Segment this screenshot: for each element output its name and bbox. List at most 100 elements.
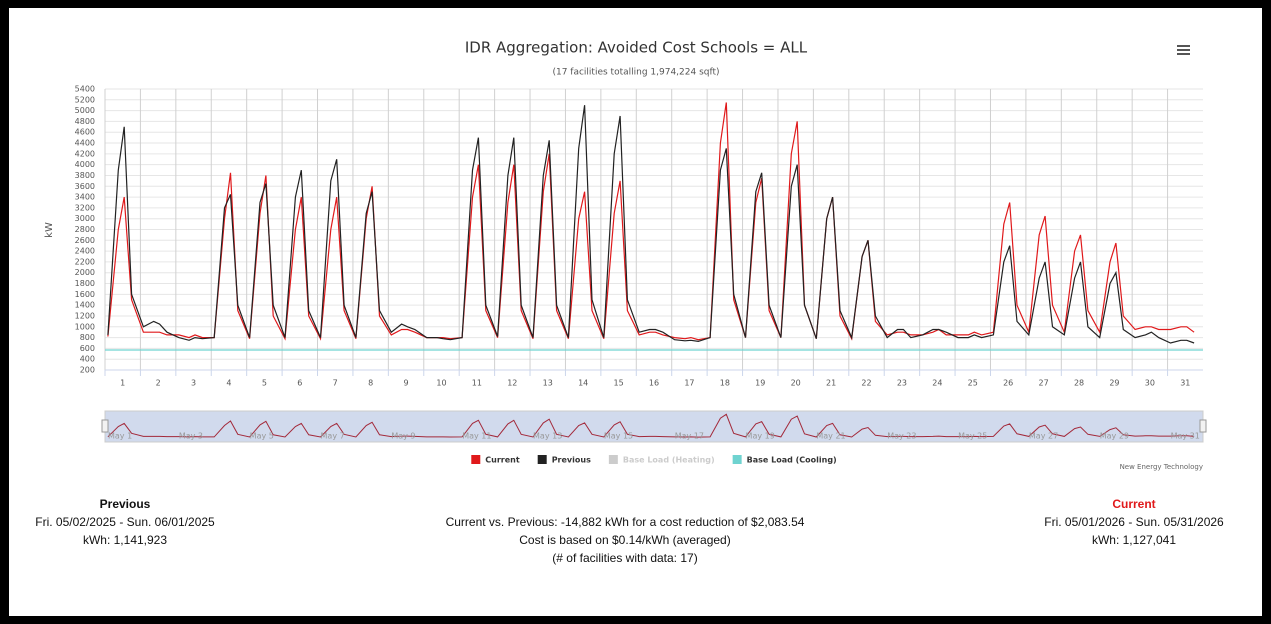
navigator-label: May 25 — [958, 432, 987, 441]
y-tick-label: 3400 — [75, 193, 95, 202]
y-tick-label: 200 — [80, 366, 95, 375]
y-tick-label: 5000 — [75, 106, 95, 115]
x-tick-label: 6 — [297, 379, 302, 388]
x-tick-label: 13 — [543, 379, 553, 388]
navigator-line — [107, 413, 1195, 438]
x-tick-label: 5 — [262, 379, 267, 388]
navigator-label: May 23 — [887, 432, 916, 441]
comparison-line: Current vs. Previous: -14,882 kWh for a … — [445, 515, 805, 529]
comparison-line: (# of facilities with data: 17) — [552, 551, 698, 565]
menu-bar — [1177, 45, 1190, 47]
y-tick-label: 2000 — [75, 268, 95, 277]
x-tick-label: 20 — [791, 379, 801, 388]
x-tick-label: 21 — [826, 379, 836, 388]
previous-heading: Previous — [99, 497, 151, 511]
legend-swatch — [537, 455, 547, 464]
y-tick-label: 2400 — [75, 247, 95, 256]
navigator-label: May 3 — [179, 432, 203, 441]
navigator-label: May 27 — [1029, 432, 1058, 441]
y-tick-label: 800 — [80, 333, 95, 342]
current-kwh: kWh: 1,127,041 — [1091, 533, 1177, 547]
x-tick-label: 24 — [932, 379, 942, 388]
legend-item[interactable]: Previous — [537, 455, 591, 465]
current-summary: Current Fri. 05/01/2026 - Sun. 05/31/202… — [1019, 495, 1249, 549]
menu-bar — [1177, 49, 1190, 51]
x-tick-label: 25 — [968, 379, 978, 388]
previous-kwh: kWh: 1,141,923 — [82, 533, 168, 547]
y-tick-label: 3000 — [75, 214, 95, 223]
comparison-line: Cost is based on $0.14/kWh (averaged) — [519, 533, 731, 547]
navigator-label: May 21 — [816, 432, 845, 441]
legend-item[interactable]: Current — [471, 455, 520, 465]
legend-item[interactable]: Base Load (Cooling) — [732, 455, 837, 465]
navigator-label: May 31 — [1171, 432, 1200, 441]
y-tick-label: 3800 — [75, 171, 95, 180]
current-heading: Current — [1112, 497, 1156, 511]
legend: Current Previous Base Load (Heating) Base L… — [471, 455, 837, 465]
x-tick-label: 8 — [368, 379, 373, 388]
menu-button[interactable] — [1177, 45, 1190, 55]
navigator-handle[interactable] — [1199, 419, 1207, 433]
y-tick-label: 2600 — [75, 236, 95, 245]
current-range: Fri. 05/01/2026 - Sun. 05/31/2026 — [1044, 515, 1224, 529]
y-axis-label: kW — [44, 222, 55, 238]
legend-label: Base Load (Cooling) — [747, 456, 837, 465]
x-tick-label: 28 — [1074, 379, 1084, 388]
x-tick-label: 19 — [755, 379, 765, 388]
x-tick-label: 10 — [436, 379, 446, 388]
frame: IDR Aggregation: Avoided Cost Schools = … — [9, 8, 1262, 616]
navigator-label: May 7 — [321, 432, 345, 441]
series-line — [107, 102, 1195, 341]
y-tick-label: 1400 — [75, 301, 95, 310]
x-tick-label: 17 — [684, 379, 694, 388]
x-tick-label: 27 — [1039, 379, 1049, 388]
navigator-label: May 13 — [533, 432, 562, 441]
menu-bar — [1177, 53, 1190, 55]
legend-label: Base Load (Heating) — [623, 456, 715, 465]
navigator-handle[interactable] — [101, 419, 109, 433]
x-tick-label: 16 — [649, 379, 659, 388]
x-tick-label: 14 — [578, 379, 588, 388]
navigator-label: May 9 — [391, 432, 415, 441]
series-line — [107, 105, 1195, 344]
x-tick-label: 9 — [404, 379, 409, 388]
chart-title: IDR Aggregation: Avoided Cost Schools = … — [465, 39, 808, 57]
x-tick-label: 11 — [472, 379, 482, 388]
previous-range: Fri. 05/02/2025 - Sun. 06/01/2025 — [35, 515, 215, 529]
y-tick-label: 5400 — [75, 85, 95, 94]
x-tick-label: 18 — [720, 379, 730, 388]
y-tick-label: 3200 — [75, 203, 95, 212]
legend-item[interactable]: Base Load (Heating) — [608, 455, 715, 465]
legend-swatch — [608, 455, 618, 464]
y-tick-label: 400 — [80, 355, 95, 364]
x-tick-label: 30 — [1145, 379, 1155, 388]
x-tick-label: 4 — [226, 379, 231, 388]
x-tick-label: 2 — [156, 379, 161, 388]
legend-label: Previous — [552, 456, 591, 465]
y-tick-label: 2200 — [75, 257, 95, 266]
y-tick-label: 4800 — [75, 117, 95, 126]
y-tick-label: 1600 — [75, 290, 95, 299]
y-tick-label: 4000 — [75, 160, 95, 169]
x-tick-label: 1 — [120, 379, 125, 388]
x-tick-label: 22 — [861, 379, 871, 388]
y-tick-label: 4400 — [75, 139, 95, 148]
legend-swatch — [732, 455, 742, 464]
x-tick-label: 7 — [333, 379, 338, 388]
y-tick-label: 1800 — [75, 279, 95, 288]
chart-subtitle: (17 facilities totalling 1,974,224 sqft) — [552, 68, 719, 78]
credit: New Energy Technology — [1120, 463, 1203, 471]
x-tick-label: 31 — [1180, 379, 1190, 388]
previous-summary: Previous Fri. 05/02/2025 - Sun. 06/01/20… — [9, 495, 241, 549]
navigator-label: May 11 — [462, 432, 491, 441]
y-tick-label: 600 — [80, 344, 95, 353]
x-tick-label: 12 — [507, 379, 517, 388]
y-tick-label: 5200 — [75, 95, 95, 104]
y-tick-label: 3600 — [75, 182, 95, 191]
y-tick-label: 4200 — [75, 149, 95, 158]
navigator-label: May 17 — [675, 432, 704, 441]
y-tick-label: 2800 — [75, 225, 95, 234]
x-tick-label: 29 — [1109, 379, 1119, 388]
navigator-label: May 5 — [250, 432, 274, 441]
